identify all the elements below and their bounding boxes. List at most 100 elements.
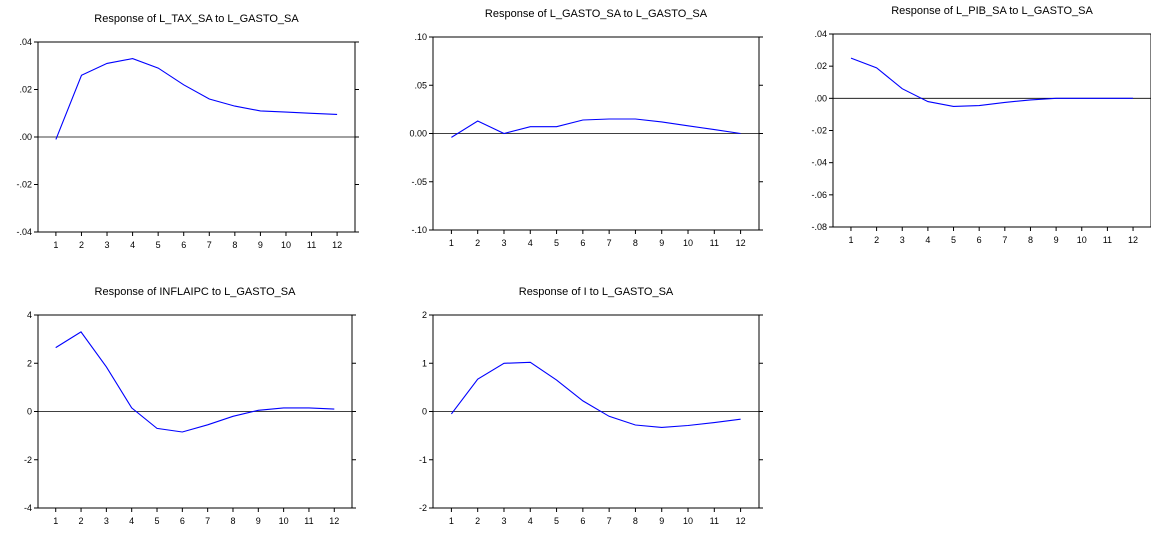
y-tick-label: 0 [422,407,427,417]
y-tick-label: -1 [419,455,427,465]
x-tick-label: 2 [475,516,480,526]
chart-panel-3: Response of L_PIB_SA to L_GASTO_SA .04 .02… [790,0,1151,260]
y-tick-label: -2 [419,503,427,513]
x-tick-label: 3 [104,516,109,526]
x-tick-label: 4 [925,235,930,245]
chart-title: Response of L_TAX_SA to L_GASTO_SA [94,13,299,25]
x-tick-label: 4 [528,238,533,248]
x-tick-label: 5 [156,240,161,250]
x-tick-label: 6 [180,516,185,526]
x-tick-label: 2 [79,516,84,526]
x-tick-label: 5 [155,516,160,526]
x-tick-label: 7 [1002,235,1007,245]
x-tick-label: 11 [307,240,316,250]
impulse-response-line [450,361,741,428]
x-tick-label: 2 [79,240,84,250]
x-tick-label: 8 [633,516,638,526]
y-tick-label: -.02 [811,126,827,136]
x-tick-label: 11 [710,238,719,248]
y-tick-label: -.08 [811,222,827,232]
x-tick-label: 7 [607,238,612,248]
x-tick-label: 9 [659,516,664,526]
x-tick-label: 4 [130,240,135,250]
x-tick-label: 1 [53,516,58,526]
x-tick-label: 10 [683,238,693,248]
x-tick-label: 6 [181,240,186,250]
x-tick-label: 7 [607,516,612,526]
x-tick-label: 9 [659,238,664,248]
y-tick-label: 4 [27,310,32,320]
chart-svg-2: Response of L_GASTO_SA to L_GASTO_SA .10.… [409,8,763,248]
y-tick-label: .04 [814,29,827,39]
chart-svg-1: Response of L_TAX_SA to L_GASTO_SA .04 .02… [16,13,359,250]
chart-svg-4: Response of INFLAIPC to L_GASTO_SA 4 2 0 -2 -… [24,286,356,526]
x-tick-label: 4 [528,516,533,526]
x-tick-label: 1 [848,235,853,245]
y-tick-label: -2 [24,455,32,465]
y-tick-label: -.06 [811,190,827,200]
x-tick-label: 10 [279,516,289,526]
x-tick-label: 2 [475,238,480,248]
y-tick-label: .00 [814,93,827,103]
x-tick-label: 5 [554,516,559,526]
x-tick-label: 6 [580,516,585,526]
impulse-response-line [55,58,338,140]
x-tick-label: 10 [281,240,291,250]
chart-panel-1: Response of L_TAX_SA to L_GASTO_SA .04 .02… [0,0,370,260]
x-tick-label: 3 [501,516,506,526]
chart-title: Response of L_GASTO_SA to L_GASTO_SA [485,8,708,20]
chart-title: Response of I to L_GASTO_SA [519,286,674,298]
x-tick-label: 8 [232,240,237,250]
y-tick-label: 1 [422,358,427,368]
x-tick-label: 12 [329,516,339,526]
chart-panel-2: Response of L_GASTO_SA to L_GASTO_SA .10.… [390,0,770,260]
impulse-response-line [451,118,741,138]
y-tick-label: 0 [27,407,32,417]
x-tick-label: 9 [258,240,263,250]
x-tick-label: 6 [977,235,982,245]
x-tick-label: 11 [710,516,719,526]
x-tick-label: 4 [129,516,134,526]
y-tick-label: 2 [422,310,427,320]
x-tick-label: 10 [1077,235,1087,245]
y-tick-label: -.04 [16,227,32,237]
plot-frame [832,33,1151,228]
x-tick-label: 7 [205,516,210,526]
y-tick-label: -.02 [16,180,32,190]
y-tick-label: .10 [414,32,427,42]
chart-title: Response of INFLAIPC to L_GASTO_SA [95,286,297,298]
x-tick-label: 12 [736,238,746,248]
x-tick-label: 3 [501,238,506,248]
y-tick-label: .05 [414,80,427,90]
x-tick-label: 5 [951,235,956,245]
x-tick-label: 8 [1028,235,1033,245]
x-tick-label: 1 [449,516,454,526]
y-tick-label: 2 [27,358,32,368]
y-tick-label: -.05 [411,177,427,187]
x-tick-label: 8 [633,238,638,248]
chart-panel-4: Response of INFLAIPC to L_GASTO_SA 4 2 0 -2 -… [0,270,370,533]
x-tick-label: 9 [1054,235,1059,245]
y-tick-label: .00 [19,132,32,142]
x-tick-label: 12 [1128,235,1138,245]
y-tick-label: .02 [19,85,32,95]
x-tick-label: 6 [580,238,585,248]
impulse-response-line [850,57,1133,107]
x-tick-label: 7 [207,240,212,250]
x-tick-label: 5 [554,238,559,248]
x-tick-label: 12 [332,240,342,250]
y-tick-label: .04 [19,37,32,47]
y-tick-label: -4 [24,503,32,513]
chart-panel-5: Response of I to L_GASTO_SA 2 1 0 -1 -2 1 2 3 4 5 6… [390,270,770,533]
x-tick-label: 8 [230,516,235,526]
y-tick-label: -.10 [411,225,427,235]
x-tick-label: 9 [256,516,261,526]
x-tick-label: 1 [53,240,58,250]
chart-title: Response of L_PIB_SA to L_GASTO_SA [891,5,1093,17]
y-tick-label: .02 [814,61,827,71]
x-tick-label: 11 [304,516,313,526]
y-tick-label: -.04 [811,158,827,168]
x-tick-label: 2 [874,235,879,245]
impulse-response-line [55,331,335,433]
chart-svg-5: Response of I to L_GASTO_SA 2 1 0 -1 -2 1 2 3 4 5 6… [419,286,763,526]
